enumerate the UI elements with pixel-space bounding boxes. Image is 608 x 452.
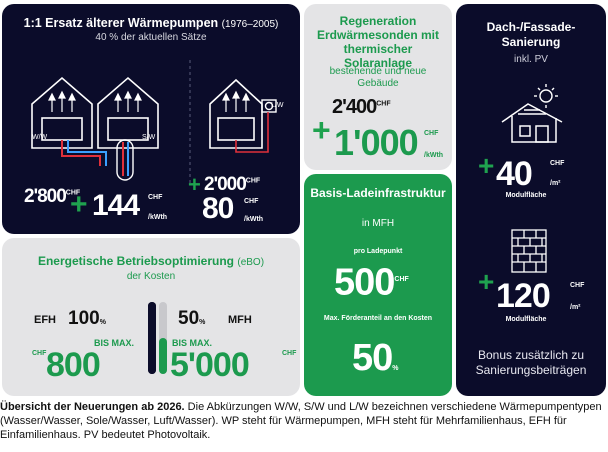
facade-subtitle: inkl. PV xyxy=(514,54,548,65)
house-icon xyxy=(209,78,263,149)
regeneration-plus-sup: CHF xyxy=(424,130,439,137)
air-fan-icon xyxy=(261,99,277,113)
heatpump-left-plus-sup: CHF xyxy=(148,194,163,201)
optimization-left-max: BIS MAX. xyxy=(94,338,135,348)
mfh-label: MFH xyxy=(228,314,252,326)
charging-card: Basis-Ladeinfrastruktur in MFH pro Ladep… xyxy=(304,174,452,396)
mfh-percent: 50% xyxy=(178,308,206,329)
efh-level-bar xyxy=(148,302,156,374)
heatpump-subtitle: 40 % der aktuellen Sätze xyxy=(95,32,207,43)
charging-max-label: Max. Förderanteil an den Kosten xyxy=(323,315,433,322)
facade-wall-label: Modulfläche xyxy=(505,316,547,323)
charging-per-point-value: 500CHF xyxy=(334,261,409,304)
optimization-card: Energetische Betriebsoptimierung (eBO) d… xyxy=(2,238,300,396)
optimization-left-value: 800 xyxy=(46,346,101,384)
regeneration-plus: 1'000 xyxy=(334,122,419,163)
optimization-right-max: BIS MAX. xyxy=(172,338,213,348)
facade-roof-unit: /m² xyxy=(550,180,561,187)
figure-caption: Übersicht der Neuerungen ab 2026. Die Ab… xyxy=(0,400,606,442)
heatpump-right-plus: 80 xyxy=(202,192,234,225)
heatpump-right-plus-unit: /kWth xyxy=(244,216,264,223)
facade-wall-value: 120 xyxy=(496,277,551,315)
heat-arrows-icon xyxy=(48,90,76,112)
efh-percent: 100% xyxy=(68,308,106,329)
plus-icon: + xyxy=(478,150,495,181)
plus-icon: + xyxy=(312,112,331,148)
optimization-right-suffix: CHF xyxy=(282,350,297,357)
plus-icon: + xyxy=(188,172,201,197)
mfh-level-bar xyxy=(159,302,167,374)
ground-probe-icon xyxy=(116,139,134,181)
heatpump-title: 1:1 Ersatz älterer Wärmepumpen (1976–200… xyxy=(23,16,279,30)
label-sw: S/W xyxy=(142,134,156,141)
regeneration-title: Regeneration Erdwärmesonden mit thermisc… xyxy=(316,14,440,70)
charging-subtitle: in MFH xyxy=(361,218,395,229)
heatpump-left-plus-unit: /kWth xyxy=(148,214,168,221)
plus-icon: + xyxy=(478,266,495,297)
caption-text: Die Abkürzungen W/W, S/W und L/W bezeich… xyxy=(0,401,602,441)
charging-per-point-label: pro Ladepunkt xyxy=(353,248,403,255)
facade-card: Dach-/Fassade-Sanierung inkl. PV + 40 CH… xyxy=(456,4,606,396)
efh-label: EFH xyxy=(34,314,56,326)
plus-icon: + xyxy=(70,188,88,221)
facade-roof-label: Modulfläche xyxy=(505,192,547,199)
regeneration-plus-unit: /kWth xyxy=(424,152,444,159)
facade-roof-value: 40 xyxy=(496,155,533,193)
sun-icon xyxy=(534,84,558,108)
heatpump-card: 1:1 Ersatz älterer Wärmepumpen (1976–200… xyxy=(2,4,300,234)
heatpump-left-base: 2'800CHF xyxy=(24,186,81,207)
optimization-right-value: 5'000 xyxy=(170,346,250,384)
label-lw: L/W xyxy=(271,102,284,109)
regeneration-base: 2'400CHF xyxy=(332,96,391,118)
heatpump-right-plus-sup: CHF xyxy=(244,198,259,205)
facade-bonus: Bonus zusätzlich zu Sanierungsbeiträgen xyxy=(475,348,587,377)
brick-wall-icon xyxy=(511,229,547,273)
regeneration-card: Regeneration Erdwärmesonden mit thermisc… xyxy=(304,4,452,170)
solar-house-icon xyxy=(501,84,563,143)
facade-wall-unit: /m² xyxy=(570,304,581,311)
optimization-title: Energetische Betriebsoptimierung (eBO) xyxy=(37,254,265,268)
charging-max-value: 50% xyxy=(352,337,399,379)
facade-roof-sup: CHF xyxy=(550,160,565,167)
label-ww: W/W xyxy=(32,134,48,141)
optimization-subtitle: der Kosten xyxy=(126,271,176,282)
heatpump-left-plus: 144 xyxy=(92,189,140,222)
heatpump-illustration xyxy=(31,60,277,186)
heatpump-right-base: 2'000CHF xyxy=(204,174,261,195)
facade-wall-sup: CHF xyxy=(570,282,585,289)
caption-bold: Übersicht der Neuerungen ab 2026. xyxy=(0,401,185,413)
charging-title: Basis-Ladeinfrastruktur xyxy=(310,186,446,200)
facade-title: Dach-/Fassade-Sanierung xyxy=(486,20,576,49)
regeneration-subtitle: bestehende und neue Gebäude xyxy=(329,66,427,89)
optimization-left-prefix: CHF xyxy=(32,350,47,357)
